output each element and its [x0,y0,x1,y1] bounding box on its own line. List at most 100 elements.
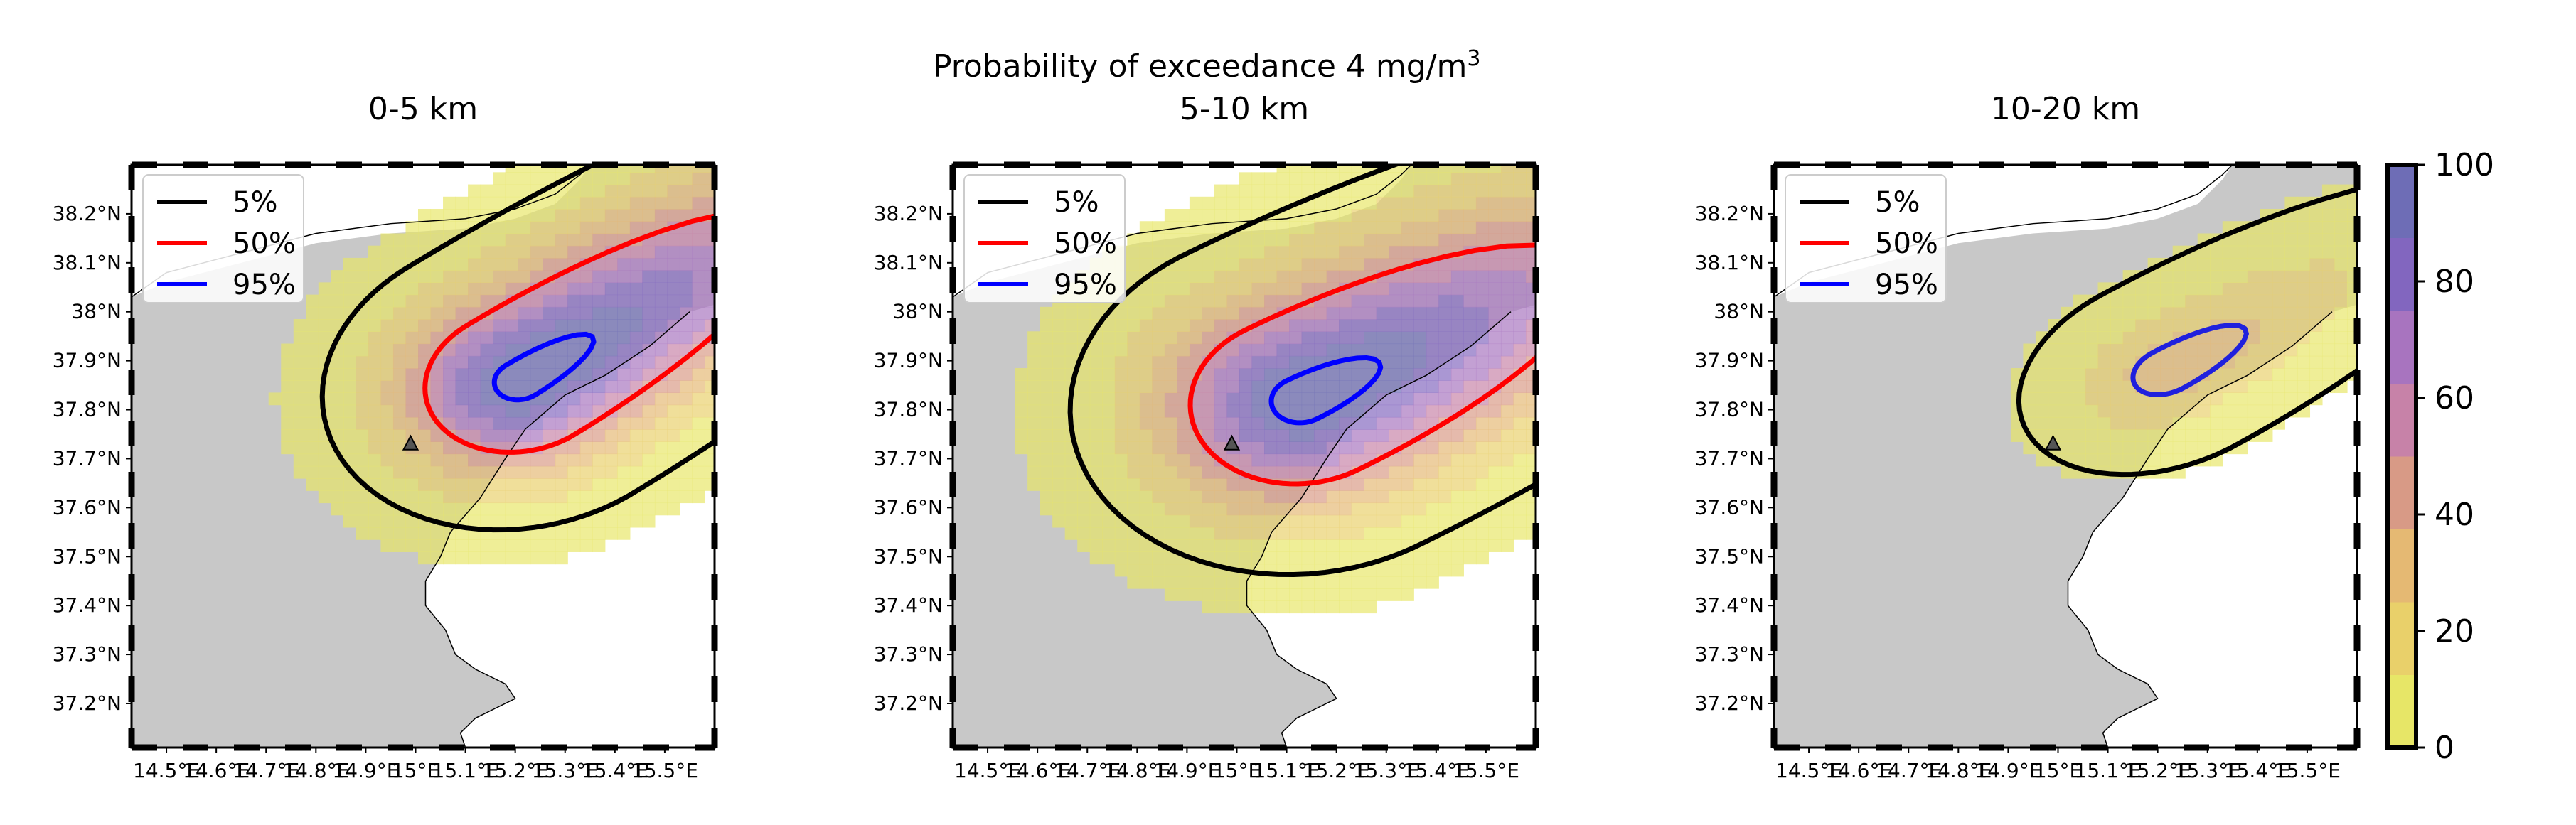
grid-cell [1164,282,1177,296]
grid-cell [1226,184,1240,198]
grid-cell [1226,478,1240,491]
lon-tick-label: 15.1°E [2075,759,2142,782]
grid-cell [2321,233,2336,247]
grid-cell [1438,465,1452,479]
grid-cell [331,478,344,491]
grid-cell [543,392,556,406]
grid-cell [592,441,606,455]
grid-cell [1500,527,1514,540]
grid-cell [455,306,469,320]
grid-cell [1389,221,1402,234]
grid-cell [480,196,493,210]
grid-cell [543,221,556,234]
grid-cell [1301,184,1315,198]
grid-cell [1438,392,1452,406]
grid-cell [692,233,705,247]
grid-cell [1289,355,1303,369]
grid-cell [2048,380,2061,394]
grid-cell [2073,367,2086,381]
grid-cell [592,453,606,467]
grid-cell [2197,245,2211,259]
grid-cell [1226,257,1240,271]
grid-cell [1189,539,1203,552]
grid-cell [1202,416,1215,430]
grid-cell [1463,343,1477,357]
colorbar-tick-label: 60 [2435,380,2474,416]
grid-cell [1401,282,1414,296]
grid-cell [2073,343,2086,357]
grid-cell [1089,453,1103,467]
grid-cell [1438,404,1452,418]
grid-cell [1152,319,1165,332]
grid-cell [1214,527,1228,540]
grid-cell [1127,429,1140,442]
lon-tick-label: 15.3°E [2174,759,2241,782]
grid-cell [2160,453,2174,467]
grid-cell [567,502,581,516]
lat-tick-label: 37.6°N [53,495,122,519]
grid-cell [331,367,344,381]
grid-cell [692,245,705,259]
grid-cell [1052,429,1066,442]
grid-cell [2097,404,2111,418]
grid-cell [1426,209,1439,222]
grid-cell [1475,233,1490,247]
grid-cell [1500,441,1514,455]
grid-cell [493,502,506,516]
grid-cell [356,343,369,357]
grid-cell [530,257,543,271]
grid-cell [1376,502,1389,516]
grid-cell [2172,429,2186,442]
grid-cell [1127,233,1140,247]
grid-cell [604,429,618,442]
grid-cell [1401,367,1414,381]
grid-cell [1189,478,1203,491]
grid-cell [617,282,631,296]
grid-cell [1326,245,1340,259]
grid-cell [629,502,643,516]
grid-cell [1351,367,1364,381]
grid-cell [2185,306,2198,320]
grid-cell [679,331,693,345]
grid-cell [530,306,543,320]
grid-cell [1064,514,1078,528]
grid-cell [1376,465,1389,479]
grid-cell [543,404,556,418]
grid-cell [1351,165,1364,173]
grid-cell [1152,367,1165,381]
grid-cell [1438,282,1452,296]
grid-cell [1326,233,1340,247]
grid-cell [1127,380,1140,394]
grid-cell [2297,331,2311,345]
grid-cell [1289,588,1303,601]
grid-cell [1513,380,1527,394]
grid-cell [2135,306,2149,320]
grid-cell [1276,270,1290,283]
grid-cell [2272,355,2285,369]
grid-cell [1127,245,1140,259]
grid-cell [368,306,382,320]
colorbar-segment [2388,456,2416,529]
grid-cell [356,367,369,381]
grid-cell [331,282,344,296]
grid-cell [293,453,306,467]
grid-cell [1152,490,1165,504]
grid-cell [493,257,506,271]
grid-cell [1251,367,1265,381]
grid-cell [293,429,306,442]
grid-cell [2135,441,2149,455]
grid-cell [1152,416,1165,430]
grid-cell [704,306,715,320]
grid-cell [1040,404,1053,418]
grid-cell [604,319,618,332]
grid-cell [1077,392,1091,406]
grid-cell [1376,478,1389,491]
grid-cell [629,416,643,430]
grid-cell [505,551,518,565]
grid-cell [1488,453,1502,467]
grid-cell [1364,514,1377,528]
grid-cell [1189,343,1203,357]
grid-cell [1413,172,1427,185]
grid-cell [1276,331,1290,345]
grid-cell [1102,441,1116,455]
